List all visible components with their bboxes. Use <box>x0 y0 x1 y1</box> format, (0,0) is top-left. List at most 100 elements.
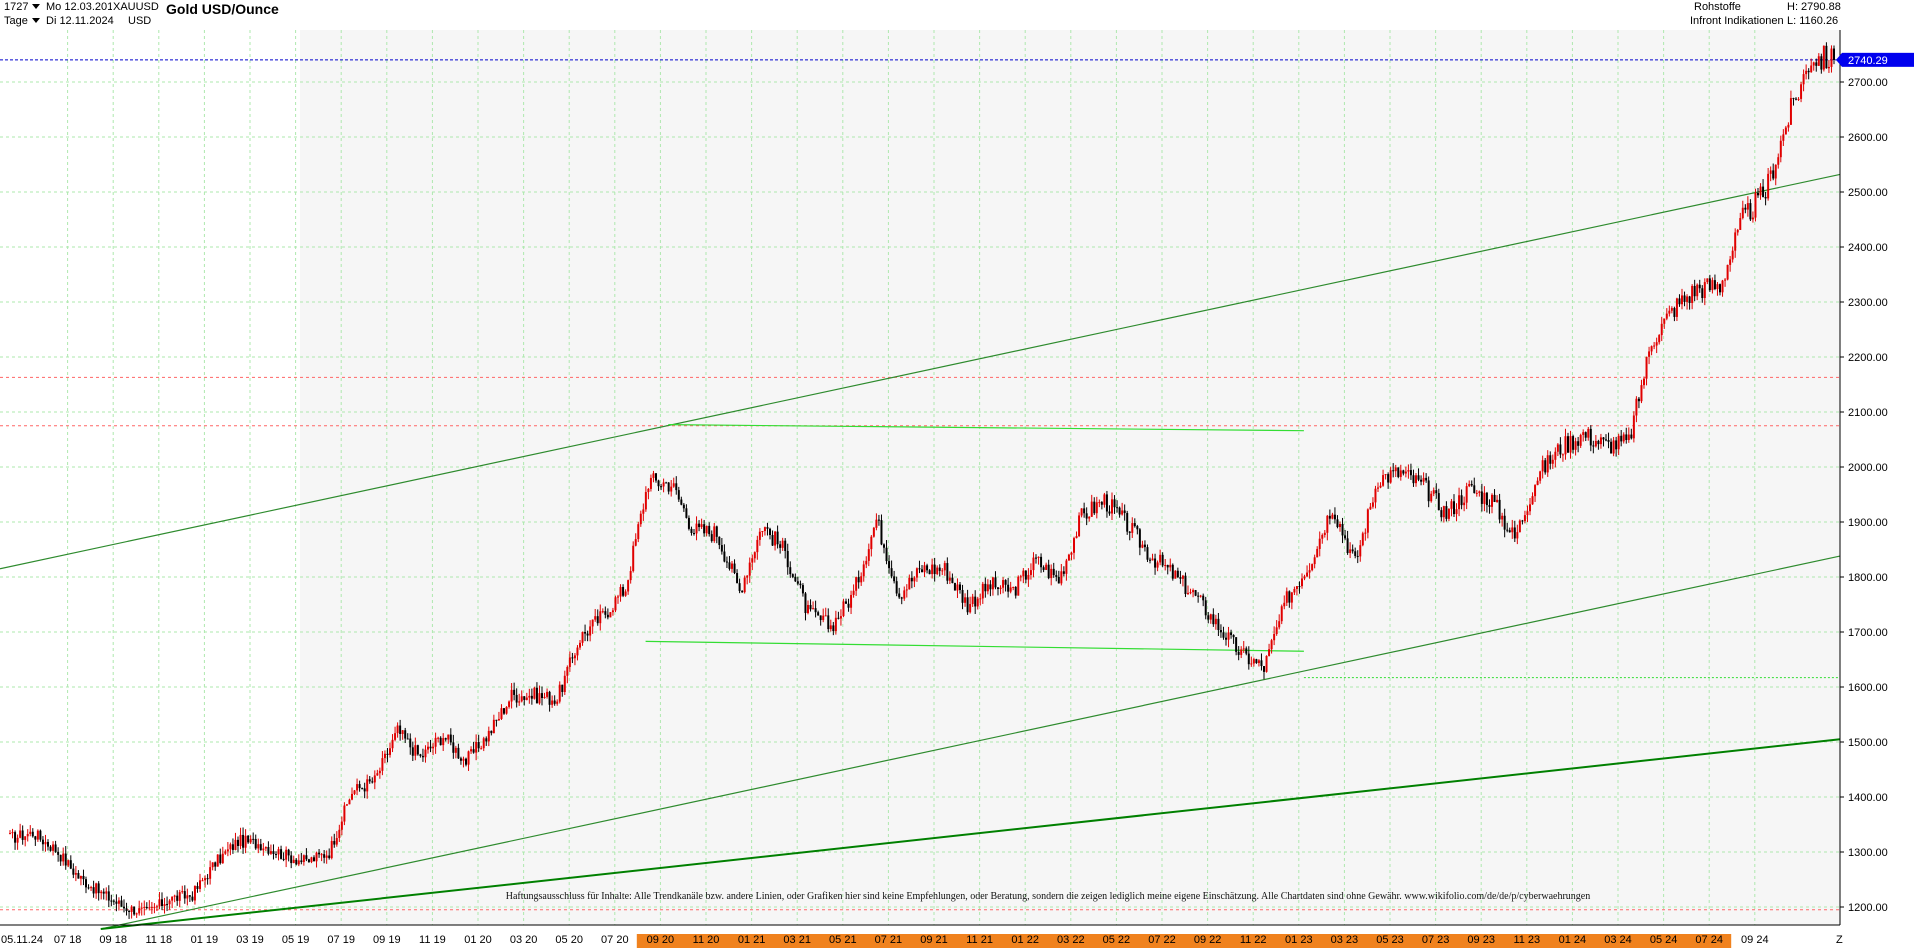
candle-body <box>1085 513 1088 519</box>
candle-body <box>36 830 39 840</box>
candle-body <box>781 540 784 548</box>
candle-body <box>1316 548 1319 558</box>
candle-body <box>1268 649 1271 656</box>
candle-body <box>1708 278 1711 291</box>
candle-body <box>186 895 189 899</box>
candle-body <box>1610 441 1613 454</box>
candle-body <box>1009 587 1012 592</box>
candle-body <box>971 596 974 605</box>
candle-body <box>665 482 668 484</box>
candle-body <box>82 875 85 880</box>
candle-body <box>110 900 113 902</box>
candle-body <box>368 779 371 782</box>
candle-body <box>915 568 918 578</box>
candle-body <box>1273 634 1276 641</box>
candle-body <box>953 583 956 591</box>
candle-body <box>576 647 579 656</box>
candle-body <box>1014 586 1017 596</box>
candle-body <box>1290 592 1293 603</box>
candle-body <box>1757 192 1759 196</box>
candle-body <box>439 737 442 746</box>
x-tick-label: 05 22 <box>1103 934 1131 946</box>
trend-line <box>100 555 1841 930</box>
header-low: L: 1160.26 <box>1787 15 1839 27</box>
candle-body <box>1556 444 1559 452</box>
candle-body <box>1632 415 1635 439</box>
candle-body <box>1143 544 1146 548</box>
x-axis: 05.11.24 07 18 09 18 11 18 01 19 03 19 05 19 07… <box>0 924 1840 948</box>
candle-body <box>1529 504 1531 512</box>
candle-body <box>239 834 242 846</box>
candle-body <box>791 574 794 577</box>
header-source: Infront Indikationen <box>1690 15 1784 27</box>
candle-body <box>1430 493 1433 502</box>
candle-body <box>1341 523 1344 536</box>
candle-body <box>885 547 888 562</box>
candle-body <box>986 584 989 592</box>
x-tick-label: 07 20 <box>601 934 629 946</box>
candle-body <box>875 519 878 528</box>
candle-body <box>948 577 951 581</box>
candle-body <box>1078 515 1081 537</box>
candle-body <box>343 805 346 822</box>
candle-body <box>535 687 538 704</box>
header-period[interactable]: Tage <box>4 15 43 28</box>
candle-body <box>305 855 308 860</box>
candle-body <box>1800 84 1803 99</box>
candle-body <box>199 880 201 889</box>
candle-body <box>1749 203 1752 220</box>
x-tick-label: 11 22 <box>1240 934 1267 946</box>
candle-body <box>1648 351 1651 357</box>
candle-body <box>804 593 807 614</box>
candle-body <box>1597 440 1600 445</box>
candle-body <box>1719 284 1721 293</box>
candle-body <box>188 895 191 897</box>
candle-body <box>763 527 766 532</box>
candle-body <box>862 564 865 577</box>
candle-body <box>1475 492 1478 494</box>
candle-body <box>166 904 169 906</box>
candle-body <box>421 755 424 758</box>
candle-body <box>672 483 675 487</box>
candle-body <box>1663 318 1666 324</box>
candle-body <box>191 896 194 901</box>
candle-body <box>485 738 488 742</box>
candle-body <box>1237 651 1240 655</box>
candle-body <box>1181 575 1184 579</box>
candle-body <box>1318 538 1321 549</box>
candle-body <box>847 603 850 608</box>
candle-body <box>105 891 108 894</box>
candle-body <box>1594 440 1597 447</box>
candle-body <box>1455 509 1458 515</box>
chart-title: Gold USD/Ounce <box>166 1 279 17</box>
candle-body <box>437 737 440 739</box>
chevron-down-icon <box>31 18 40 24</box>
candle-body <box>1437 493 1440 511</box>
candle-body <box>297 860 300 865</box>
candle-body <box>130 906 133 912</box>
candle-body <box>475 741 478 753</box>
candle-body <box>351 793 353 800</box>
candle-body <box>1673 308 1676 317</box>
candle-body <box>1088 516 1091 519</box>
candle-body <box>477 741 480 749</box>
candle-body <box>1083 508 1086 514</box>
last-price-tag: 2740.29 <box>1836 52 1914 67</box>
candle-body <box>738 583 741 591</box>
candle-body <box>563 675 566 693</box>
candle-body <box>852 590 855 595</box>
header-id[interactable]: 1727 <box>4 1 43 14</box>
candle-body <box>880 520 883 545</box>
candle-body <box>561 684 564 693</box>
candle-body <box>1607 440 1610 442</box>
y-tick-label: 1700.00 <box>1848 627 1888 639</box>
candle-body <box>1574 441 1577 450</box>
candle-body <box>1359 545 1362 557</box>
candle-body <box>723 551 726 562</box>
candle-body <box>128 911 131 913</box>
candle-body <box>406 738 409 740</box>
candle-body <box>383 753 386 759</box>
candle-body <box>888 561 891 569</box>
candle-body <box>966 597 969 613</box>
